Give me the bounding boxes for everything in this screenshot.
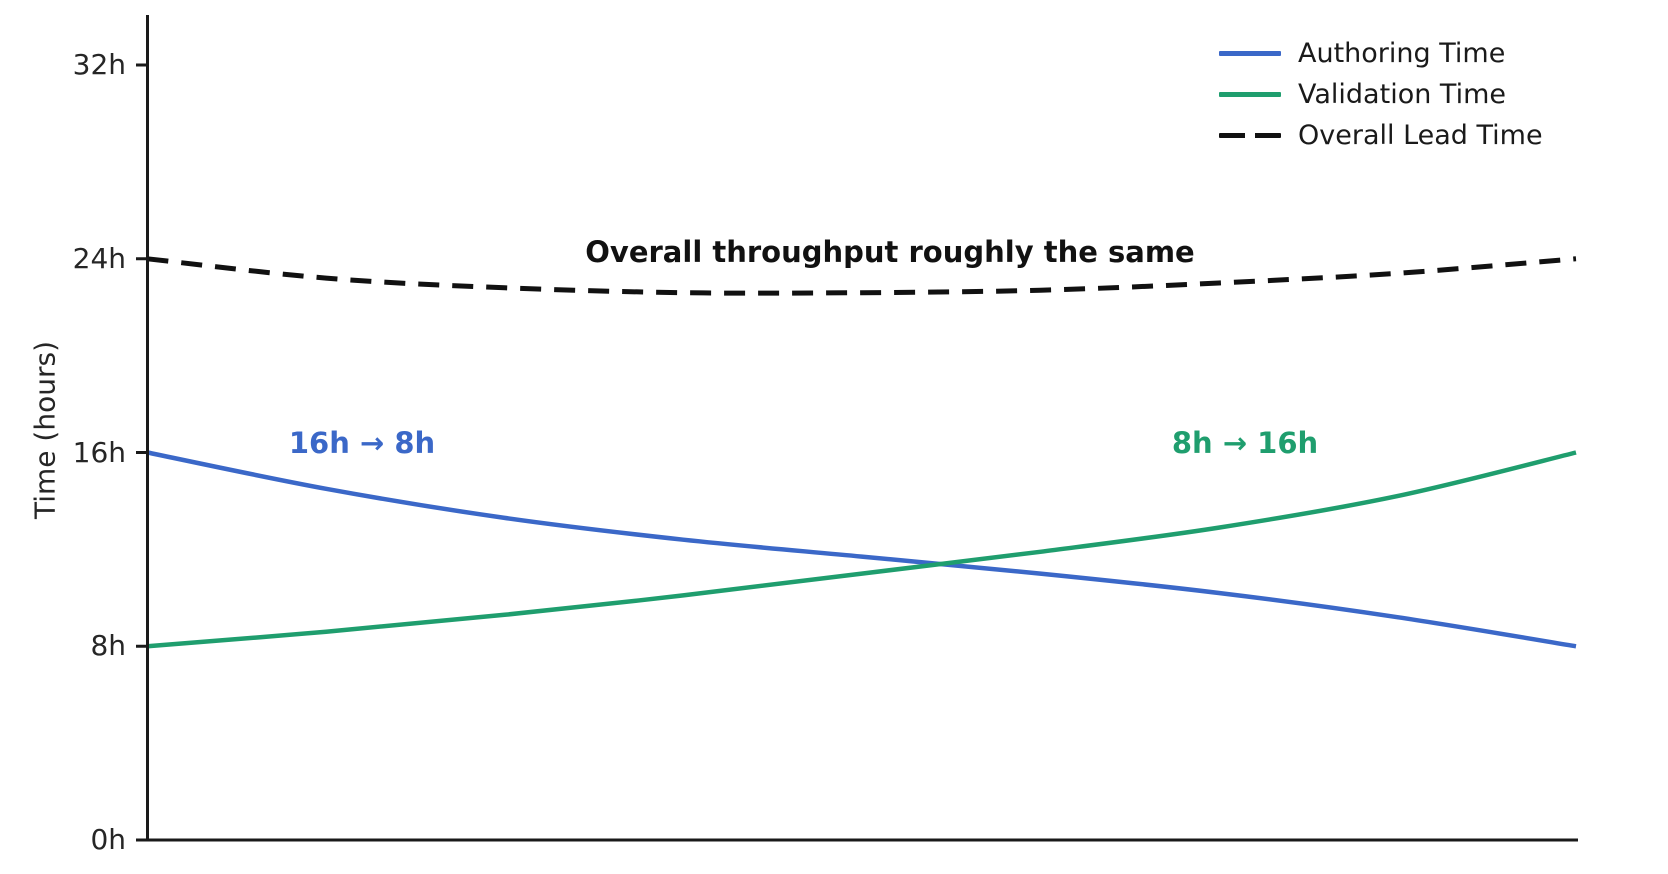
authoring-time-line-swatch: [1219, 51, 1281, 56]
y-tick-label-8h: 8h: [90, 629, 126, 663]
overall-lead-time-line-swatch: [1219, 133, 1281, 138]
annotation-overall-throughput: Overall throughput roughly the same: [585, 235, 1195, 269]
legend-row-overall-lead-time: Overall Lead Time: [1219, 115, 1543, 156]
legend-label-overall-lead-time: Overall Lead Time: [1298, 120, 1543, 151]
legend-row-authoring-time: Authoring Time: [1219, 33, 1543, 74]
y-tick-label-32h: 32h: [72, 48, 126, 81]
y-axis-label: Time (hours): [28, 341, 62, 519]
legend-label-validation-time: Validation Time: [1298, 79, 1506, 110]
validation-time-line-swatch: [1219, 92, 1281, 97]
annotation-authoring-change: 16h → 8h: [288, 426, 436, 460]
y-tick-label-16h: 16h: [72, 435, 126, 469]
data-series-lines: [147, 256, 1577, 649]
y-axis-tick-marks: [136, 63, 148, 842]
legend-row-validation-time: Validation Time: [1219, 74, 1543, 115]
legend-label-authoring-time: Authoring Time: [1298, 38, 1506, 69]
y-tick-label-24h: 24h: [72, 241, 126, 275]
y-tick-label-0h: 0h: [90, 823, 126, 856]
annotation-validation-change: 8h → 16h: [1171, 426, 1319, 460]
legend: Authoring Time Validation Time Overall L…: [1219, 33, 1543, 156]
